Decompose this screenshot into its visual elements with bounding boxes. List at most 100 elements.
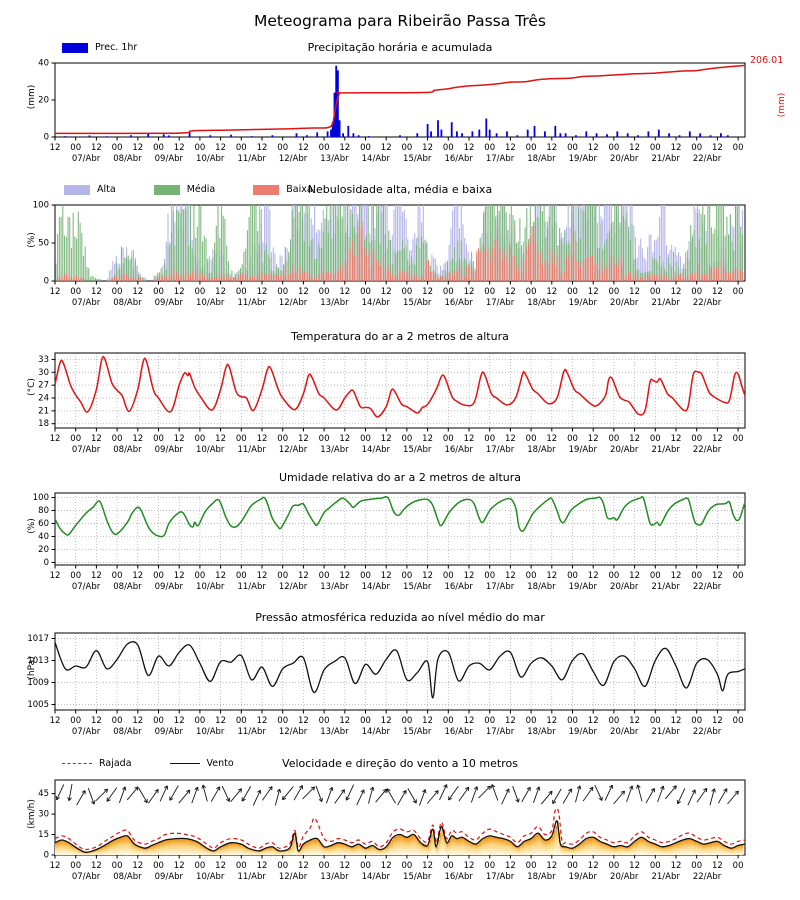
svg-text:11/Abr: 11/Abr (237, 154, 266, 164)
svg-text:00: 00 (526, 143, 537, 153)
legend-precipitation: Prec. 1hr (62, 42, 167, 53)
svg-text:09/Abr: 09/Abr (155, 154, 184, 164)
svg-text:14/Abr: 14/Abr (362, 727, 391, 737)
svg-text:19/Abr: 19/Abr (569, 727, 598, 737)
svg-text:12: 12 (91, 434, 102, 444)
wind-line-swatch-icon (169, 763, 200, 764)
panel-title-temperature: Temperatura do ar a 2 metros de altura (291, 330, 509, 343)
svg-text:12: 12 (381, 287, 392, 297)
svg-text:15/Abr: 15/Abr (403, 298, 432, 308)
svg-text:12: 12 (298, 716, 309, 726)
svg-text:12: 12 (588, 434, 599, 444)
svg-text:07/Abr: 07/Abr (72, 154, 101, 164)
svg-text:00: 00 (153, 143, 164, 153)
svg-text:00: 00 (484, 716, 495, 726)
svg-text:20/Abr: 20/Abr (610, 154, 639, 164)
svg-text:00: 00 (733, 287, 744, 297)
svg-text:10/Abr: 10/Abr (196, 582, 225, 592)
svg-text:09/Abr: 09/Abr (155, 727, 184, 737)
svg-text:08/Abr: 08/Abr (113, 727, 142, 737)
svg-text:100: 100 (33, 201, 49, 211)
panel-title-humidity: Umidade relativa do ar a 2 metros de alt… (278, 471, 522, 484)
svg-text:07/Abr: 07/Abr (72, 298, 101, 308)
svg-text:00: 00 (236, 571, 247, 581)
svg-text:00: 00 (194, 716, 205, 726)
svg-text:00: 00 (526, 861, 537, 871)
svg-text:13/Abr: 13/Abr (320, 298, 349, 308)
svg-text:1017: 1017 (27, 634, 49, 644)
svg-text:12: 12 (50, 571, 61, 581)
legend-label: Média (186, 184, 216, 195)
svg-text:00: 00 (401, 434, 412, 444)
svg-text:12: 12 (91, 716, 102, 726)
svg-text:10/Abr: 10/Abr (196, 298, 225, 308)
svg-text:00: 00 (236, 861, 247, 871)
svg-text:00: 00 (608, 571, 619, 581)
svg-text:00: 00 (691, 287, 702, 297)
svg-text:15/Abr: 15/Abr (403, 154, 432, 164)
svg-text:00: 00 (401, 861, 412, 871)
svg-text:12: 12 (422, 434, 433, 444)
svg-text:15/Abr: 15/Abr (403, 582, 432, 592)
svg-text:00: 00 (112, 143, 123, 153)
svg-text:08/Abr: 08/Abr (113, 445, 142, 455)
svg-text:21/Abr: 21/Abr (651, 445, 680, 455)
svg-text:12: 12 (132, 571, 143, 581)
svg-text:12: 12 (546, 716, 557, 726)
svg-text:12: 12 (132, 861, 143, 871)
svg-text:12: 12 (422, 716, 433, 726)
svg-text:00: 00 (526, 571, 537, 581)
svg-text:12: 12 (629, 716, 640, 726)
svg-text:00: 00 (567, 287, 578, 297)
svg-text:15: 15 (38, 830, 49, 840)
svg-text:12: 12 (546, 434, 557, 444)
svg-text:00: 00 (526, 287, 537, 297)
svg-text:24: 24 (38, 394, 49, 404)
wind-line (54, 820, 746, 853)
svg-text:00: 00 (112, 434, 123, 444)
svg-text:17/Abr: 17/Abr (486, 582, 515, 592)
svg-text:22/Abr: 22/Abr (693, 445, 722, 455)
svg-text:1009: 1009 (27, 678, 49, 688)
svg-text:17/Abr: 17/Abr (486, 445, 515, 455)
svg-text:30: 30 (38, 368, 49, 378)
svg-text:12: 12 (505, 434, 516, 444)
svg-text:07/Abr: 07/Abr (72, 872, 101, 882)
svg-text:00: 00 (650, 571, 661, 581)
svg-text:12: 12 (298, 434, 309, 444)
svg-text:00: 00 (484, 571, 495, 581)
svg-text:18/Abr: 18/Abr (527, 154, 556, 164)
svg-text:17/Abr: 17/Abr (486, 727, 515, 737)
svg-text:00: 00 (319, 571, 330, 581)
svg-text:12: 12 (588, 861, 599, 871)
svg-text:16/Abr: 16/Abr (444, 872, 473, 882)
svg-text:00: 00 (70, 716, 81, 726)
svg-text:12/Abr: 12/Abr (279, 582, 308, 592)
svg-text:14/Abr: 14/Abr (362, 582, 391, 592)
svg-text:00: 00 (70, 143, 81, 153)
svg-text:00: 00 (112, 861, 123, 871)
svg-text:00: 00 (691, 434, 702, 444)
svg-text:14/Abr: 14/Abr (362, 445, 391, 455)
svg-text:22/Abr: 22/Abr (693, 582, 722, 592)
gust-line (54, 807, 746, 851)
svg-text:0: 0 (44, 277, 49, 287)
svg-text:10/Abr: 10/Abr (196, 154, 225, 164)
svg-text:00: 00 (650, 287, 661, 297)
svg-text:12: 12 (339, 143, 350, 153)
svg-text:12: 12 (215, 571, 226, 581)
svg-text:12: 12 (132, 143, 143, 153)
panel-title-cloudiness: Nebulosidade alta, média e baixa (307, 183, 493, 196)
svg-text:17/Abr: 17/Abr (486, 298, 515, 308)
svg-text:00: 00 (484, 287, 495, 297)
cloud-media-swatch-icon (153, 184, 180, 195)
svg-text:00: 00 (70, 861, 81, 871)
svg-text:08/Abr: 08/Abr (113, 872, 142, 882)
svg-text:12: 12 (712, 434, 723, 444)
svg-text:00: 00 (153, 861, 164, 871)
panel-title-pressure: Pressão atmosférica reduzida ao nível mé… (255, 611, 545, 624)
svg-text:08/Abr: 08/Abr (113, 154, 142, 164)
panel-title-wind: Velocidade e direção do vento a 10 metro… (282, 757, 518, 770)
svg-text:12: 12 (381, 716, 392, 726)
svg-text:00: 00 (277, 143, 288, 153)
